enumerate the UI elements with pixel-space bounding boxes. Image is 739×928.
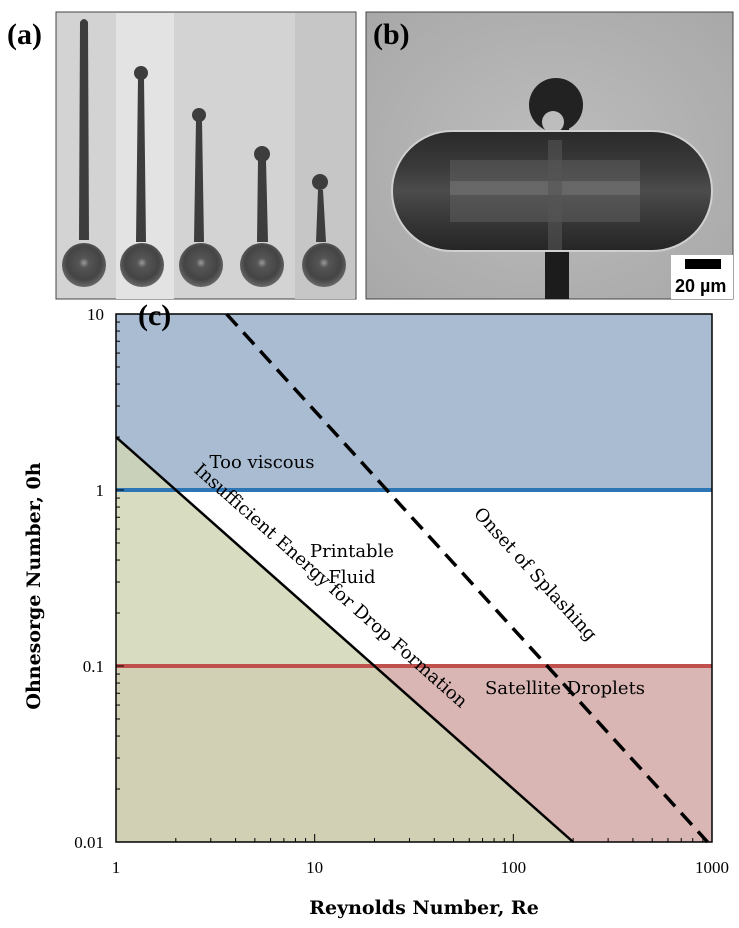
scale-bar: 20 µm — [671, 255, 733, 299]
y-tick-label: 0.01 — [74, 833, 104, 852]
droplet-1 — [62, 19, 106, 287]
chart-lines — [115, 312, 712, 844]
line-insufficient-energy — [115, 436, 574, 843]
panel-b: 20 µm (b) — [365, 11, 734, 300]
label-satellite-droplets: Satellite Droplets — [485, 678, 645, 699]
x-tick-label: 10 — [306, 858, 323, 877]
line-onset-of-splashing — [225, 312, 709, 844]
panel-b-label: (b) — [373, 18, 410, 51]
label-printable: Printable — [310, 541, 394, 562]
x-tick-label: 100 — [501, 858, 527, 877]
x-tick-label: 1000 — [695, 858, 729, 877]
x-axis-title: Reynolds Number, Re — [309, 897, 539, 919]
x-tick-label: 1 — [112, 858, 121, 877]
label-fluid: Fluid — [328, 567, 375, 588]
droplet-2 — [120, 66, 164, 287]
label-too-viscous: Too viscous — [210, 452, 315, 473]
panel-a: (a) — [7, 11, 357, 300]
panel-c-chart: 1 10 100 1000 0.01 0.1 1 10 Too viscous Printabl… — [23, 299, 729, 919]
y-tick-label: 0.1 — [83, 657, 104, 676]
y-tick-label: 1 — [96, 481, 105, 500]
y-tick-label: 10 — [87, 305, 104, 324]
panel-a-label: (a) — [7, 18, 42, 51]
chart-ticks: 1 10 100 1000 0.01 0.1 1 10 — [74, 305, 729, 877]
droplet-5 — [302, 174, 346, 287]
region-too-viscous — [116, 314, 712, 490]
panel-c-label: (c) — [138, 299, 171, 332]
plot-frame — [115, 313, 713, 843]
droplet-3 — [179, 108, 223, 287]
svg-text:20 µm: 20 µm — [675, 276, 726, 296]
chart-regions — [116, 314, 712, 842]
droplet-4 — [240, 146, 284, 287]
y-axis-title: Ohnesorge Number, 0h — [23, 462, 45, 709]
